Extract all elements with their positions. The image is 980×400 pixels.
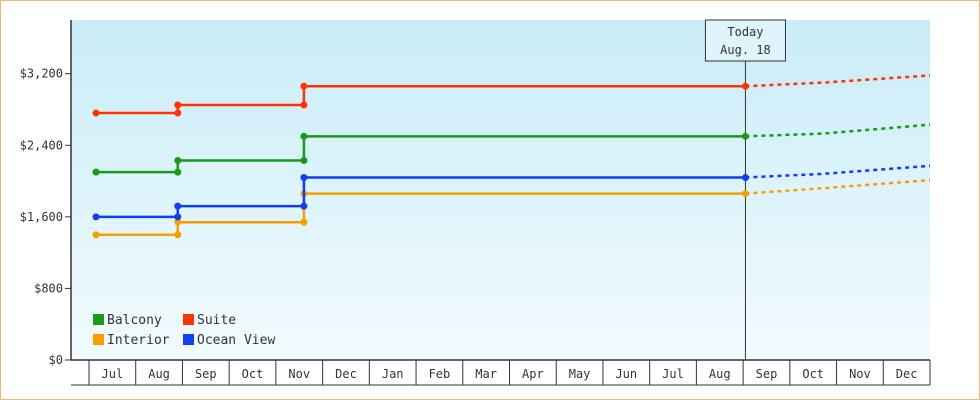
data-point (92, 231, 100, 239)
x-tick-label: Oct (802, 367, 824, 381)
legend-label: Balcony (107, 313, 162, 328)
today-marker: Today Aug. 18 (704, 19, 786, 360)
x-tick-label: Feb (429, 367, 451, 381)
data-point (741, 132, 749, 140)
x-tick-label: May (569, 367, 591, 381)
y-tick-label: $3,200 (20, 67, 63, 81)
series-line (96, 176, 746, 219)
series-interior (92, 178, 931, 239)
legend-label: Ocean View (197, 333, 275, 348)
x-tick-label: Sep (195, 367, 217, 381)
data-point (174, 231, 182, 239)
data-point (174, 213, 182, 221)
x-tick-label: Jan (382, 367, 404, 381)
forecast-line (745, 123, 931, 138)
x-tick-label: Jul (662, 367, 684, 381)
x-tick-label: Dec (896, 367, 918, 381)
x-axis: Jul Aug Sep Oct Nov Dec Jan Feb Mar Apr May Jun Jul A… (71, 359, 931, 386)
series-balcony (92, 123, 931, 176)
x-tick-label: Apr (522, 367, 544, 381)
x-tick-label: Dec (335, 367, 357, 381)
plot-area (71, 20, 930, 360)
y-tick-label: $2,400 (20, 138, 63, 152)
legend-label: Interior (107, 333, 170, 348)
data-point (92, 109, 100, 117)
legend-swatch (183, 314, 194, 325)
x-tick-label: Nov (288, 367, 310, 381)
data-point (300, 156, 308, 164)
forecast-line (745, 164, 931, 179)
forecast-line (745, 178, 931, 195)
series-line (96, 84, 746, 115)
data-point (174, 202, 182, 210)
data-point (174, 101, 182, 109)
data-point (300, 82, 308, 90)
data-point (92, 168, 100, 176)
x-tick-label: Nov (849, 367, 871, 381)
legend: Balcony Suite Interior Ocean View (93, 313, 275, 348)
x-tick-label: Sep (756, 367, 778, 381)
today-date: Aug. 18 (720, 43, 771, 57)
forecast-line (745, 74, 931, 88)
data-point (174, 109, 182, 117)
today-label: Today (727, 25, 763, 39)
data-point (741, 173, 749, 181)
data-point (741, 82, 749, 90)
legend-swatch (93, 314, 104, 325)
x-tick-label: Mar (475, 367, 497, 381)
data-point (300, 132, 308, 140)
data-point (300, 202, 308, 210)
data-point (300, 173, 308, 181)
y-tick-label: $0 (49, 353, 63, 367)
today-box (704, 19, 786, 62)
series-ocean-view (92, 164, 931, 221)
legend-label: Suite (197, 313, 236, 328)
series-line (96, 192, 746, 236)
data-point (300, 218, 308, 226)
x-tick-label: Aug (148, 367, 170, 381)
data-point (300, 101, 308, 109)
data-point (92, 213, 100, 221)
series-suite (92, 74, 931, 117)
x-tick-label: Jun (615, 367, 637, 381)
x-tick-label: Aug (709, 367, 731, 381)
series-layer (92, 74, 931, 239)
data-point (741, 190, 749, 198)
data-point (174, 156, 182, 164)
series-line (96, 135, 746, 174)
x-tick-label: Oct (242, 367, 264, 381)
data-point (174, 218, 182, 226)
y-tick-label: $1,600 (20, 210, 63, 224)
y-tick-label: $800 (34, 281, 63, 295)
y-axis: $0 $800 $1,600 $2,400 $3,200 (20, 20, 72, 367)
legend-swatch (93, 334, 104, 345)
x-tick-label: Jul (102, 367, 124, 381)
legend-swatch (183, 334, 194, 345)
data-point (174, 168, 182, 176)
